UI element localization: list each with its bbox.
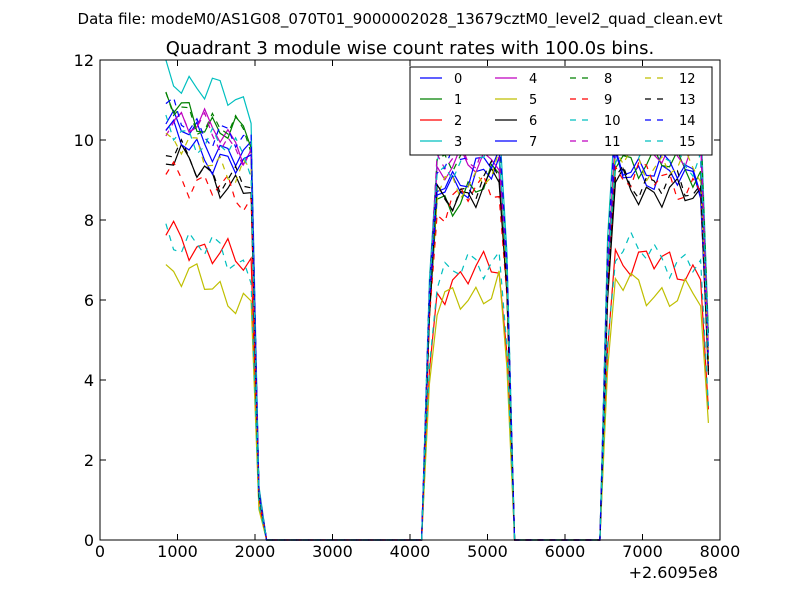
legend-label-11: 11: [604, 135, 621, 150]
legend-label-4: 4: [529, 72, 537, 87]
x-tick-label: 0: [95, 542, 105, 561]
x-tick-label: 1000: [157, 542, 198, 561]
y-tick-label: 12: [74, 51, 94, 70]
series-line-11: [165, 111, 709, 541]
y-tick-label: 10: [74, 131, 94, 150]
x-tick-label: 5000: [467, 542, 508, 561]
series-line-5: [165, 263, 709, 541]
legend-label-15: 15: [679, 135, 696, 150]
y-tick-label: 0: [84, 531, 94, 550]
legend-label-7: 7: [529, 135, 537, 150]
y-tick-label: 4: [84, 371, 94, 390]
series-line-13: [165, 138, 709, 541]
legend-label-0: 0: [454, 72, 462, 87]
legend-label-12: 12: [679, 72, 696, 87]
legend-label-14: 14: [679, 114, 696, 129]
x-tick-label: 4000: [390, 542, 431, 561]
series-line-2: [165, 219, 709, 541]
legend-label-2: 2: [454, 114, 462, 129]
suptitle: Data file: modeM0/AS1G08_070T01_90000020…: [78, 10, 723, 29]
series-line-9: [165, 160, 709, 541]
series-line-10: [165, 223, 709, 541]
legend-label-3: 3: [454, 135, 462, 150]
x-offset-label: +2.6095e8: [629, 563, 718, 582]
x-tick-label: 6000: [545, 542, 586, 561]
legend-label-10: 10: [604, 114, 621, 129]
x-tick-label: 2000: [235, 542, 276, 561]
series-line-4: [165, 107, 709, 541]
y-tick-label: 8: [84, 211, 94, 230]
legend-label-9: 9: [604, 93, 612, 108]
legend-label-1: 1: [454, 93, 462, 108]
legend-label-5: 5: [529, 93, 537, 108]
series-layer: [165, 59, 709, 541]
x-axis: 0 1000 2000 3000 4000 5000 6000 7000 8000: [95, 60, 740, 561]
y-tick-label: 2: [84, 451, 94, 470]
series-line-12: [165, 132, 709, 541]
legend-label-8: 8: [604, 72, 612, 87]
legend-label-6: 6: [529, 114, 537, 129]
x-tick-label: 7000: [622, 542, 663, 561]
series-line-6: [165, 143, 709, 541]
x-tick-label: 3000: [312, 542, 353, 561]
y-tick-label: 6: [84, 291, 94, 310]
legend-label-13: 13: [679, 93, 696, 108]
chart-title: Quadrant 3 module wise count rates with …: [166, 38, 655, 59]
legend-frame: [409, 66, 713, 156]
x-tick-label: 8000: [700, 542, 741, 561]
